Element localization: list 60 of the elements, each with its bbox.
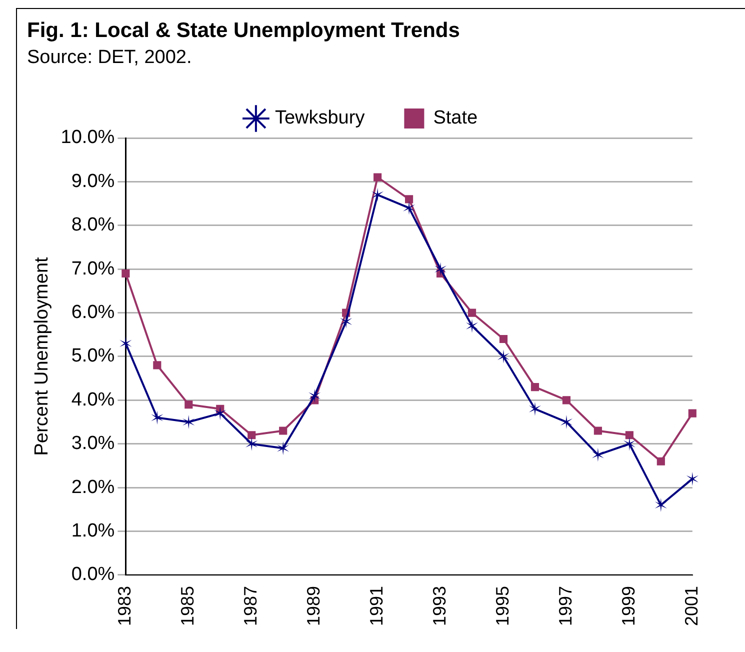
y-axis-title: Percent Unemployment bbox=[32, 256, 53, 456]
point bbox=[214, 406, 226, 420]
y-tick-label: 8.0% bbox=[71, 214, 115, 236]
x-tick-label: 1993 bbox=[429, 586, 450, 626]
point bbox=[625, 431, 634, 440]
point bbox=[656, 457, 665, 466]
x-tick-label: 1983 bbox=[114, 586, 135, 626]
point bbox=[592, 448, 604, 462]
x-tick-label: 1987 bbox=[240, 586, 261, 626]
point bbox=[374, 173, 382, 182]
y-tick-label: 10.0% bbox=[60, 127, 115, 148]
y-tick-label: 3.0% bbox=[71, 433, 115, 454]
point bbox=[340, 314, 352, 329]
point bbox=[184, 400, 193, 409]
point bbox=[308, 388, 321, 403]
x-tick-label: 1985 bbox=[178, 586, 198, 626]
point bbox=[562, 396, 570, 404]
chart-title: Fig. 1: Local & State Unemployment Trends bbox=[27, 19, 461, 43]
source-note: Source: DET, 2002. bbox=[27, 47, 193, 69]
y-tick-label: 2.0% bbox=[71, 476, 115, 498]
point bbox=[277, 441, 290, 456]
y-tick-label: 4.0% bbox=[71, 389, 115, 410]
y-tick-label: 9.0% bbox=[71, 170, 115, 192]
point bbox=[686, 472, 698, 486]
point bbox=[497, 349, 510, 364]
point bbox=[153, 361, 162, 370]
point bbox=[466, 318, 478, 333]
point bbox=[594, 426, 602, 435]
point bbox=[623, 436, 636, 451]
point bbox=[499, 334, 508, 344]
x-tick-label: 1989 bbox=[304, 586, 324, 626]
y-tick-label: 5.0% bbox=[71, 346, 115, 367]
point bbox=[371, 188, 384, 202]
x-tick-label: 2001 bbox=[681, 586, 702, 626]
point bbox=[151, 410, 164, 425]
point bbox=[560, 415, 573, 430]
x-tick-label: 1999 bbox=[618, 586, 638, 626]
point bbox=[654, 498, 667, 512]
point bbox=[402, 200, 416, 215]
x-tick-label: 1991 bbox=[366, 586, 387, 626]
point bbox=[248, 431, 256, 440]
point bbox=[122, 269, 130, 278]
x-tick-label: 1995 bbox=[492, 586, 512, 626]
point bbox=[182, 415, 195, 430]
point bbox=[530, 383, 540, 392]
point bbox=[468, 308, 476, 317]
point bbox=[279, 426, 288, 435]
point bbox=[688, 409, 696, 418]
point bbox=[405, 195, 414, 204]
legend-label: Tewksbury bbox=[274, 108, 366, 129]
legend-label: State bbox=[433, 108, 478, 129]
y-tick-label: 1.0% bbox=[71, 520, 115, 542]
y-tick-label: 0.0% bbox=[71, 564, 115, 586]
x-tick-label: 1997 bbox=[555, 586, 576, 626]
y-tick-label: 6.0% bbox=[71, 302, 115, 324]
point bbox=[528, 402, 542, 416]
point bbox=[120, 336, 132, 350]
point bbox=[246, 436, 258, 451]
y-tick-label: 7.0% bbox=[71, 258, 115, 280]
point bbox=[434, 262, 447, 276]
